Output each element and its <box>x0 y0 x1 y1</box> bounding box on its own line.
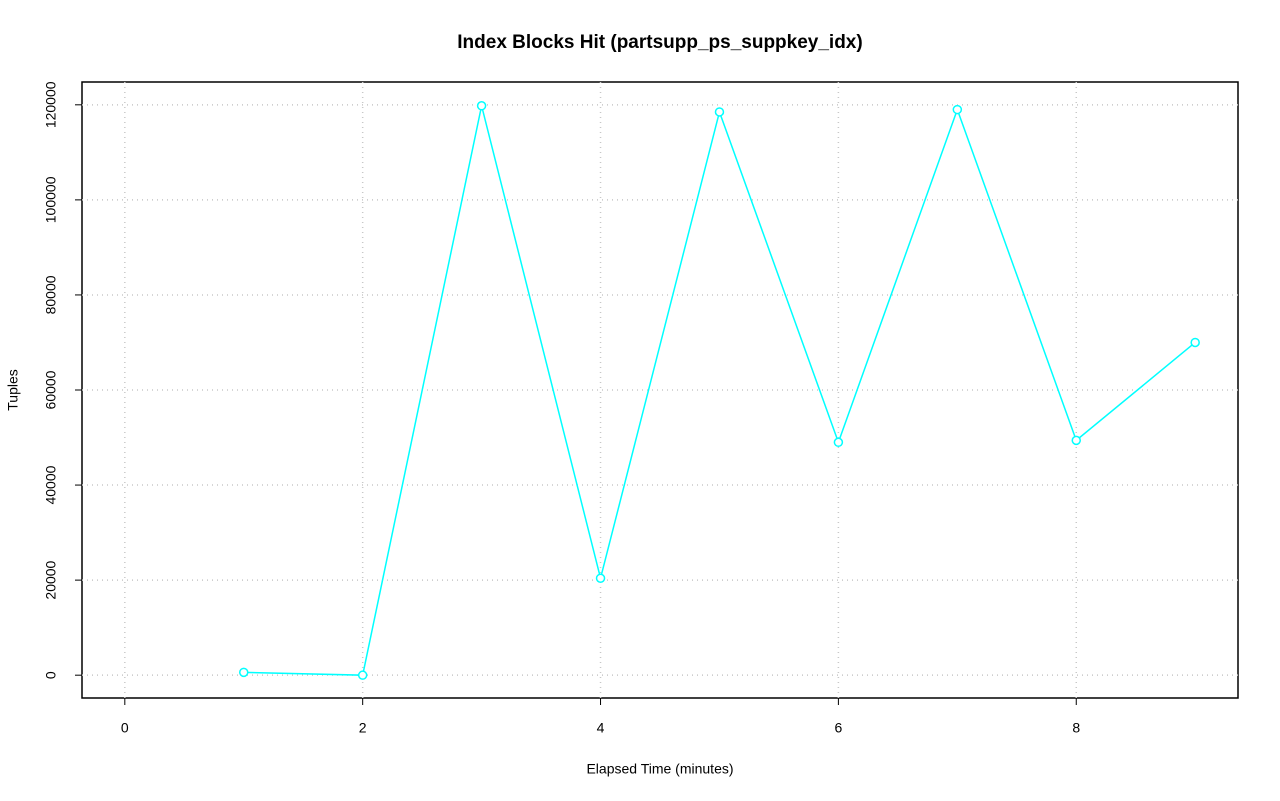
y-tick-label: 0 <box>43 671 59 679</box>
chart-title: Index Blocks Hit (partsupp_ps_suppkey_id… <box>457 32 862 53</box>
point <box>833 437 844 448</box>
point <box>1071 435 1082 446</box>
x-tick-label: 0 <box>121 720 129 736</box>
plot-frame <box>81 81 1239 699</box>
y-axis-label: Tuples <box>5 369 21 411</box>
point <box>952 104 963 115</box>
x-tick-label: 8 <box>1072 720 1080 736</box>
y-tick-label: 40000 <box>43 465 59 504</box>
y-tick-label: 60000 <box>43 370 59 409</box>
y-tick-label: 120000 <box>43 81 59 128</box>
y-tick-label: 80000 <box>43 275 59 314</box>
point <box>1190 337 1200 348</box>
point <box>595 573 606 583</box>
point <box>476 101 487 111</box>
point <box>357 670 368 680</box>
x-tick-label: 4 <box>597 720 605 736</box>
point <box>238 667 249 678</box>
point <box>714 107 725 117</box>
x-axis-label: Elapsed Time (minutes) <box>586 761 733 777</box>
x-tick-label: 2 <box>359 720 367 736</box>
y-tick-label: 100000 <box>43 176 59 223</box>
y-tick-label: 20000 <box>43 560 59 599</box>
x-tick-label: 6 <box>834 720 842 736</box>
